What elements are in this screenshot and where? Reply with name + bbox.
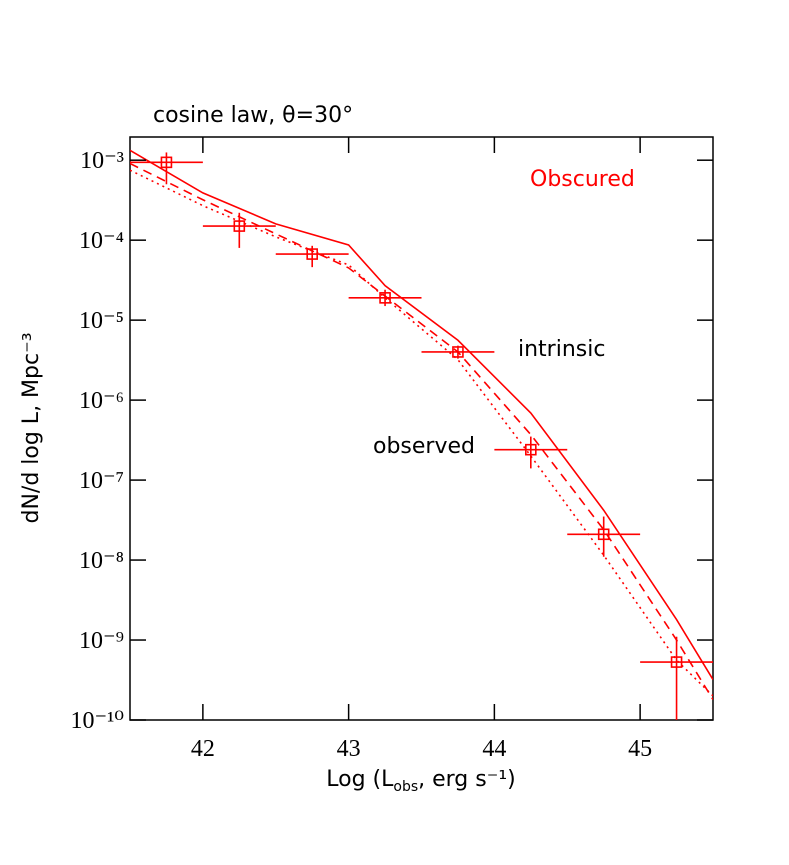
data-point bbox=[597, 528, 610, 541]
y-tick-label: 10⁻¹⁰ bbox=[71, 708, 124, 734]
plot-area bbox=[130, 149, 713, 720]
x-tick-label: 42 bbox=[191, 736, 215, 762]
data-point bbox=[233, 220, 246, 232]
x-axis-label-sub: obs bbox=[393, 779, 418, 795]
data-point bbox=[306, 248, 318, 260]
data-point bbox=[670, 656, 683, 668]
panel-label: Obscured bbox=[530, 167, 635, 192]
x-axis-label-main: Log (L bbox=[326, 767, 394, 792]
x-tick-label: 45 bbox=[628, 736, 652, 762]
y-tick-label: 10⁻⁹ bbox=[79, 628, 124, 654]
model-line bbox=[130, 149, 713, 681]
x-axis-label-rest: , erg s⁻¹) bbox=[418, 767, 516, 792]
y-tick-label: 10⁻³ bbox=[80, 148, 124, 174]
plot-frame bbox=[129, 136, 714, 721]
annotation: intrinsic bbox=[518, 337, 605, 362]
data-point bbox=[160, 156, 173, 169]
annotation: observed bbox=[373, 434, 475, 459]
x-tick-label: 43 bbox=[337, 736, 361, 762]
data-point bbox=[452, 346, 464, 358]
y-tick-label: 10⁻⁷ bbox=[79, 468, 124, 494]
y-tick-label: 10⁻⁵ bbox=[79, 308, 124, 334]
data-point bbox=[525, 443, 537, 456]
y-tick-label: 10⁻⁶ bbox=[79, 388, 124, 414]
chart-title: cosine law, θ=30° bbox=[153, 103, 353, 128]
data-point bbox=[379, 292, 391, 304]
y-axis-label: dN/d log L, Mpc⁻³ bbox=[19, 332, 44, 523]
model-line bbox=[130, 162, 713, 701]
y-tick-label: 10⁻⁸ bbox=[79, 548, 124, 574]
x-axis-label: Log (Lobs, erg s⁻¹) bbox=[326, 767, 516, 795]
y-tick-label: 10⁻⁴ bbox=[79, 228, 124, 254]
x-tick-label: 44 bbox=[482, 736, 506, 762]
